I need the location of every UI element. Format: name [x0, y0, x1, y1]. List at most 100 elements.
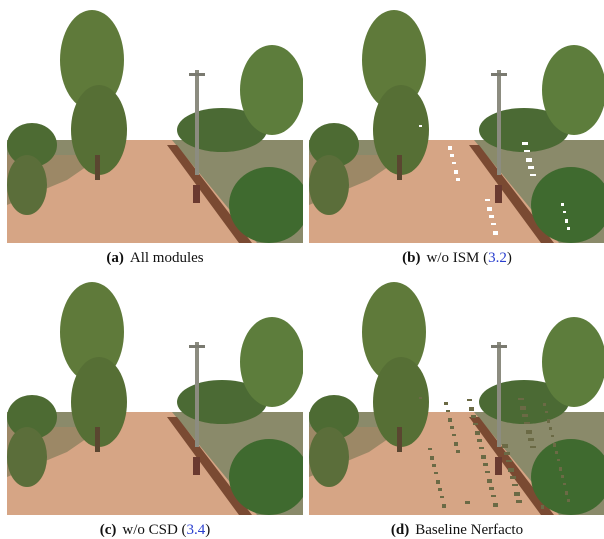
caption-ref[interactable]: 3.4	[187, 522, 206, 538]
panel-image	[309, 5, 604, 243]
artifact	[485, 199, 490, 201]
artifact	[551, 435, 554, 437]
artifact	[438, 488, 442, 491]
artifact	[545, 411, 548, 413]
artifact	[491, 223, 496, 225]
scene	[309, 5, 604, 243]
caption-text: w/o ISM (	[426, 250, 488, 266]
caption-close: )	[205, 522, 210, 538]
caption-ref[interactable]: 3.2	[488, 250, 507, 266]
artifact	[493, 231, 498, 235]
artifact	[524, 422, 530, 424]
artifact	[567, 499, 570, 502]
artifact	[555, 451, 558, 454]
artifact	[477, 439, 482, 442]
artifact	[508, 468, 514, 472]
scene	[7, 5, 303, 243]
artifact	[489, 215, 494, 218]
artifact	[419, 125, 422, 127]
caption: (c) w/o CSD (3.4)	[7, 522, 303, 539]
caption: (d) Baseline Nerfacto	[309, 522, 604, 539]
artifact	[475, 431, 480, 435]
artifact	[485, 471, 490, 473]
artifact	[563, 483, 566, 485]
artifact	[526, 430, 532, 434]
artifact	[530, 174, 536, 176]
artifact	[528, 438, 534, 441]
artifact	[518, 398, 524, 400]
artifact	[434, 472, 438, 474]
artifact	[450, 154, 454, 157]
artifact	[448, 418, 452, 422]
caption: (a) All modules	[7, 250, 303, 267]
caption-text: All modules	[130, 250, 204, 266]
artifact	[430, 456, 434, 460]
artifact	[448, 146, 452, 150]
artifact	[452, 162, 456, 164]
artifact	[456, 450, 460, 453]
artifact	[436, 480, 440, 484]
artifact	[516, 500, 522, 503]
scene	[7, 277, 303, 515]
artifact	[504, 452, 510, 455]
artifact	[530, 446, 536, 448]
artifact	[553, 443, 556, 447]
artifact	[469, 407, 474, 411]
artifact	[452, 434, 456, 436]
artifact	[487, 207, 492, 211]
artifact	[428, 448, 432, 450]
artifact	[467, 399, 472, 401]
caption-text: Baseline Nerfacto	[415, 522, 523, 538]
artifact	[547, 419, 550, 423]
artifact	[481, 455, 486, 459]
artifact	[483, 463, 488, 466]
artifact	[444, 402, 448, 405]
artifact	[479, 447, 484, 449]
panel-image	[7, 5, 303, 243]
artifact	[526, 158, 532, 162]
artifact	[549, 427, 552, 430]
artifact	[502, 444, 508, 448]
artifact	[450, 426, 454, 429]
artifact	[432, 464, 436, 467]
artifact	[565, 219, 568, 223]
artifact	[563, 211, 566, 213]
artifact	[557, 459, 560, 461]
panel-image	[7, 277, 303, 515]
artifact	[522, 142, 528, 145]
artifact	[454, 442, 458, 446]
artifact	[454, 170, 458, 174]
artifact	[440, 496, 444, 498]
artifact	[487, 479, 492, 483]
artifact	[567, 227, 570, 230]
artifact	[510, 476, 516, 479]
artifact	[489, 487, 494, 490]
caption-label: (c)	[100, 522, 117, 538]
artifact	[561, 203, 564, 206]
artifact	[524, 150, 530, 152]
caption-label: (a)	[106, 250, 124, 266]
artifact	[491, 495, 496, 497]
artifact	[419, 397, 422, 399]
artifact	[543, 403, 546, 406]
artifact	[493, 503, 498, 507]
artifact	[541, 505, 544, 509]
artifact	[456, 178, 460, 181]
caption-label: (b)	[402, 250, 420, 266]
artifact	[471, 415, 476, 418]
artifact	[512, 484, 518, 486]
artifact	[559, 467, 562, 471]
figure: (a) All modules (b) w/o ISM (3.2) (c) w/o CSD…	[0, 0, 604, 539]
artifact	[465, 501, 470, 504]
artifact	[514, 492, 520, 496]
caption-label: (d)	[391, 522, 409, 538]
artifact	[506, 460, 512, 462]
artifact	[565, 491, 568, 495]
artifact	[522, 414, 528, 417]
artifact	[446, 410, 450, 412]
caption: (b) w/o ISM (3.2)	[309, 250, 604, 267]
caption-text: w/o CSD (	[122, 522, 186, 538]
artifact	[473, 423, 478, 425]
artifact	[561, 475, 564, 478]
caption-close: )	[507, 250, 512, 266]
